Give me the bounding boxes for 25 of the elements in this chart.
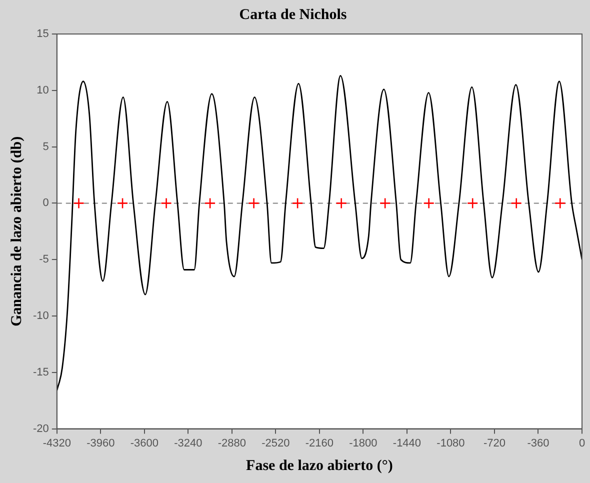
x-tick-label: -3240 (174, 437, 202, 450)
x-axis-title: Fase de lazo abierto (°) (246, 458, 393, 474)
x-tick-label: -1800 (349, 437, 378, 450)
x-tick-label: 0 (578, 437, 586, 450)
line-series (56, 75, 582, 392)
x-tick-label: -2880 (218, 437, 246, 450)
y-tick-label: 5 (42, 140, 49, 153)
chart-title: Carta de Nichols (239, 6, 347, 23)
x-tick-label: -2160 (305, 437, 334, 450)
y-tick-label: 10 (36, 84, 49, 96)
x-tick-label: -2520 (262, 437, 290, 450)
y-axis-title: Ganancia de lazo abierto (db) (8, 136, 25, 326)
x-tick-label: -360 (527, 437, 550, 450)
x-tick-label: -1440 (392, 437, 422, 450)
x-tick-label: -3960 (86, 437, 115, 450)
y-tick-label: 15 (36, 28, 49, 40)
y-tick-label: -20 (32, 422, 49, 435)
y-tick-label: -10 (32, 310, 49, 322)
x-tick-label: -720 (483, 437, 506, 450)
x-tick-label: -3600 (130, 437, 158, 450)
y-tick-label: 0 (42, 197, 49, 210)
y-tick-label: -15 (32, 366, 49, 378)
x-tick-label: -1080 (436, 437, 465, 450)
y-tick-label: -5 (39, 254, 49, 266)
x-tick-label: -4320 (42, 437, 71, 450)
